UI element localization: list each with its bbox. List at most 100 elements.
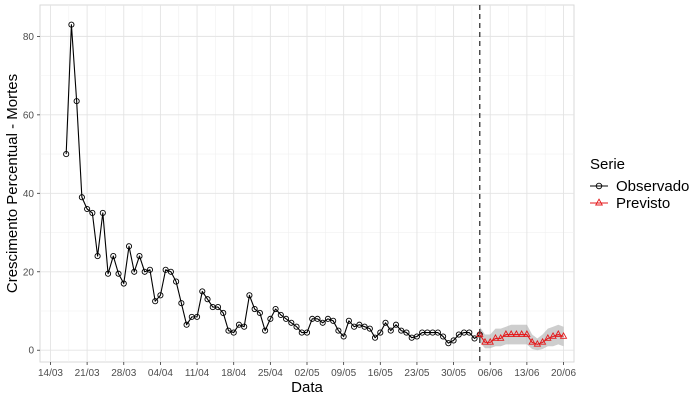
observado-point [204, 296, 211, 303]
observado-point [125, 243, 133, 250]
observado-point [68, 21, 75, 28]
observado-point [319, 319, 326, 326]
observado-point [63, 151, 70, 158]
observado-point [377, 329, 384, 336]
y-tick-label: 80 [23, 32, 35, 43]
observado-point [73, 98, 80, 105]
observado-point [99, 209, 106, 216]
previsto-point [523, 330, 531, 337]
x-tick-label: 25/04 [258, 368, 283, 379]
x-tick-label: 23/05 [404, 368, 429, 379]
observado-point [283, 315, 290, 322]
observado-point [455, 331, 462, 338]
observado-point [262, 327, 269, 334]
observado-point [178, 300, 185, 307]
observado-point [214, 304, 222, 311]
plot-panel [39, 4, 575, 363]
observado-point [434, 329, 441, 336]
previsto-point [517, 330, 526, 337]
observado-point [466, 329, 473, 336]
x-tick-label: 11/04 [185, 368, 210, 379]
observado-point [403, 329, 410, 336]
observado-point [241, 323, 248, 330]
observado-point [110, 253, 117, 260]
observado-point [251, 305, 258, 313]
observado-point [471, 335, 478, 342]
x-tick-label: 20/06 [551, 368, 576, 379]
observado-point [146, 266, 153, 273]
previsto-point [559, 332, 568, 339]
observado-point [267, 315, 274, 322]
x-tick-label: 06/06 [478, 368, 503, 379]
observado-point [330, 317, 337, 324]
previsto-point [486, 337, 494, 345]
observado-point [225, 327, 232, 334]
legend-key-triangle [594, 198, 604, 206]
legend-title: Serie [590, 156, 625, 173]
observado-point [351, 323, 358, 330]
observado-point [382, 319, 389, 326]
observado-point [314, 315, 321, 322]
x-tick-label: 14/03 [38, 368, 63, 379]
observado-point [293, 323, 300, 330]
x-tick-label: 18/04 [221, 368, 246, 379]
observado-point [272, 305, 279, 313]
observado-point [440, 333, 447, 340]
previsto-point [507, 330, 515, 337]
x-tick-label: 13/06 [514, 368, 539, 379]
observado-point [131, 268, 138, 275]
previsto-point [549, 332, 557, 339]
observado-point [361, 323, 368, 330]
observado-point [340, 333, 347, 340]
y-axis-title: Crescimento Percentual - Mortes [4, 74, 21, 293]
point-layer [63, 21, 568, 347]
y-tick-label: 20 [23, 267, 35, 278]
observado-point [167, 268, 174, 275]
y-tick-label: 40 [23, 189, 35, 200]
previsto-point [554, 330, 563, 337]
previsto-point [512, 330, 521, 337]
observado-point [78, 194, 85, 201]
previsto-point [496, 333, 505, 341]
observado-point [199, 288, 206, 295]
observado-point [372, 334, 379, 341]
previsto-point [502, 330, 510, 337]
previsto-point [491, 333, 500, 341]
legend-entry-previsto: Previsto [590, 195, 670, 212]
observado-point [220, 309, 227, 317]
observado-point [141, 268, 148, 275]
observado-point [162, 266, 169, 273]
x-axis-title: Data [291, 379, 323, 396]
observado-point [120, 280, 127, 287]
observado-point [115, 270, 122, 277]
x-tick-label: 28/03 [111, 368, 136, 379]
x-tick-label: 02/05 [294, 368, 319, 379]
y-axis: 0 20 40 60 80 [23, 32, 40, 357]
x-tick-label: 09/05 [331, 368, 356, 379]
observado-point [157, 292, 164, 299]
observado-point [356, 321, 363, 328]
legend-label: Previsto [616, 195, 670, 212]
observado-point [246, 292, 253, 299]
legend-entry-observado: Observado [590, 178, 689, 195]
observado-point [324, 315, 331, 322]
observado-point [445, 340, 452, 347]
observado-point [94, 253, 101, 260]
observado-point [152, 298, 159, 305]
y-tick-label: 0 [28, 346, 34, 357]
previsto-point [533, 339, 542, 347]
observado-point [392, 321, 400, 328]
observado-point [303, 329, 311, 336]
observado-point [450, 337, 457, 344]
x-tick-label: 21/03 [75, 368, 100, 379]
legend-key-circle [595, 182, 603, 190]
observado-point [183, 321, 190, 328]
observado-point [136, 253, 143, 260]
x-tick-label: 16/05 [368, 368, 393, 379]
x-tick-label: 04/04 [148, 368, 173, 379]
legend-label: Observado [616, 178, 689, 195]
observado-point [398, 327, 405, 334]
